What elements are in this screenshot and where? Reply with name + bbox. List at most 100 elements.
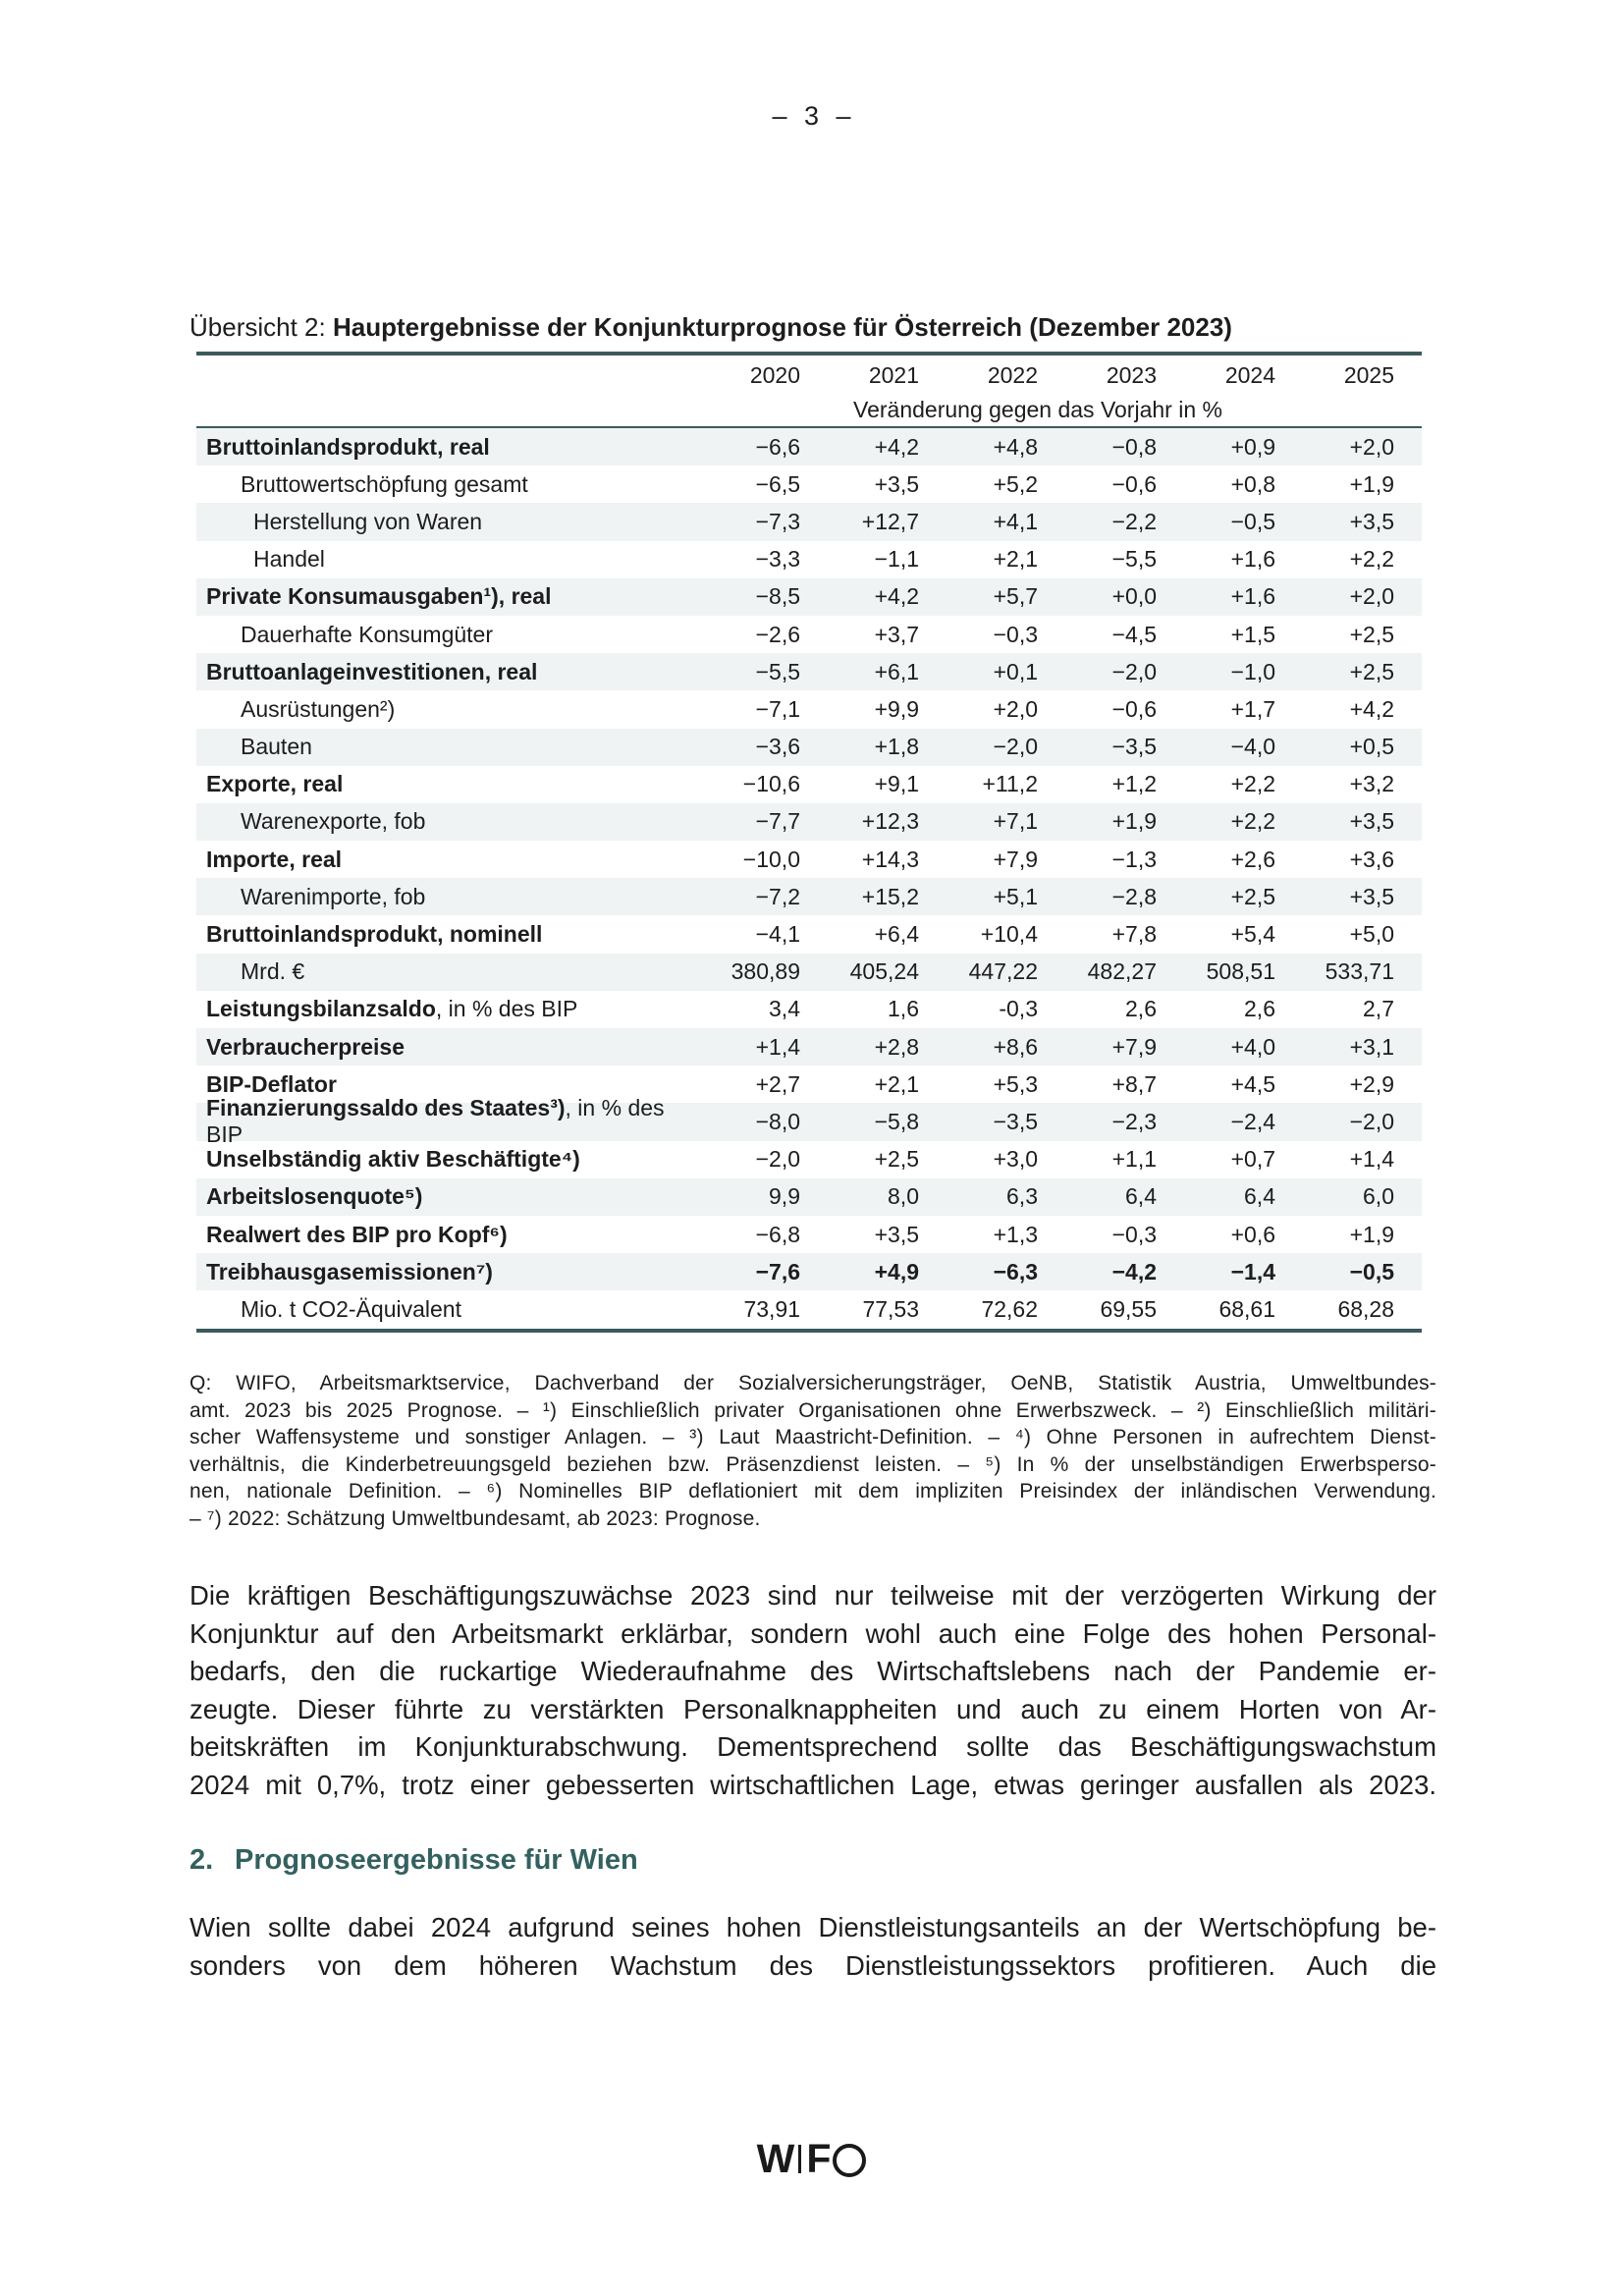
- cell-value: +2,9: [1349, 1070, 1394, 1097]
- row-label: Treibhausgasemissionen⁷): [206, 1258, 493, 1285]
- cell-value: 69,55: [1100, 1295, 1157, 1322]
- text-line: verhältnis, die Kinderbetreuungsgeld bez…: [189, 1452, 1436, 1476]
- cell-value: −5,8: [874, 1108, 919, 1134]
- cell-value: +5,2: [993, 470, 1038, 497]
- cell-value: −7,6: [755, 1258, 800, 1285]
- cell-value: −7,7: [755, 808, 800, 835]
- table-row: Private Konsumausgaben¹), real −8,5 +4,2 +5…: [196, 577, 1422, 616]
- row-label: Bruttoinlandsprodukt, nominell: [206, 921, 543, 948]
- text-line: zeugte. Dieser führte zu verstärkten Per…: [189, 1693, 1436, 1724]
- row-label: Bauten: [241, 734, 312, 760]
- cell-value: +12,3: [861, 808, 919, 835]
- cell-value: +1,4: [755, 1033, 800, 1060]
- cell-value: −6,5: [755, 470, 800, 497]
- cell-value: +12,7: [861, 508, 919, 534]
- cell-value: −10,0: [742, 846, 800, 872]
- cell-value: −4,2: [1111, 1258, 1157, 1285]
- cell-value: +2,0: [1349, 433, 1394, 460]
- table-header-rule: [196, 426, 1422, 428]
- cell-value: +4,2: [874, 583, 919, 610]
- text-line: 2024 mit 0,7%, trotz einer gebesserten w…: [189, 1769, 1436, 1800]
- table-footnote: Q: WIFO, Arbeitsmarktservice, Dachverban…: [189, 1370, 1436, 1532]
- cell-value: −0,5: [1230, 508, 1275, 534]
- cell-value: −2,0: [993, 734, 1038, 760]
- row-label: Finanzierungssaldo des Staates³), in % d…: [206, 1095, 665, 1148]
- cell-value: +2,1: [993, 546, 1038, 573]
- body-paragraph-1: Die kräftigen Beschäftigungszuwächse 202…: [189, 1577, 1436, 1805]
- row-label: Arbeitslosenquote⁵): [206, 1183, 423, 1210]
- cell-value: +10,4: [980, 921, 1038, 948]
- row-label: Dauerhafte Konsumgüter: [241, 621, 493, 647]
- cell-value: +1,9: [1349, 1221, 1394, 1247]
- cell-value: +4,2: [874, 433, 919, 460]
- cell-value: +1,6: [1230, 546, 1275, 573]
- cell-value: +4,2: [1349, 695, 1394, 722]
- table-row: Warenimporte, fob −7,2 +15,2 +5,1 −2,8 +2,5 +3…: [196, 878, 1422, 916]
- cell-value: 380,89: [730, 958, 800, 985]
- cell-value: 9,9: [769, 1183, 800, 1210]
- table-subheader: Veränderung gegen das Vorjahr in %: [853, 397, 1222, 422]
- table-row: Ausrüstungen²) −7,1 +9,9 +2,0 −0,6 +1,7 +4,2: [196, 690, 1422, 728]
- cell-value: 447,22: [968, 958, 1038, 985]
- row-label: Realwert des BIP pro Kopf⁶): [206, 1221, 508, 1247]
- logo-bar: [798, 2145, 802, 2173]
- cell-value: −0,6: [1111, 695, 1157, 722]
- cell-value: −0,3: [1111, 1221, 1157, 1247]
- text-line: Die kräftigen Beschäftigungszuwächse 202…: [189, 1580, 1436, 1611]
- cell-value: +2,2: [1230, 771, 1275, 797]
- cell-value: +2,0: [1349, 583, 1394, 610]
- cell-value: +4,5: [1230, 1070, 1275, 1097]
- row-label: BIP-Deflator: [206, 1070, 337, 1097]
- logo-circle-o: [833, 2143, 867, 2177]
- cell-value: +3,5: [874, 1221, 919, 1247]
- cell-value: +4,0: [1230, 1033, 1275, 1060]
- cell-value: +8,6: [993, 1033, 1038, 1060]
- row-label: Leistungsbilanzsaldo, in % des BIP: [206, 996, 578, 1022]
- cell-value: 73,91: [743, 1295, 800, 1322]
- forecast-table: 2020 2021 2022 2023 2024 2025 Veränderun…: [196, 352, 1422, 1333]
- cell-value: +7,1: [993, 808, 1038, 835]
- row-label: Unselbständig aktiv Beschäftigte⁴): [206, 1146, 580, 1173]
- row-label: Ausrüstungen²): [241, 695, 396, 722]
- table-row: Handel −3,3 −1,1 +2,1 −5,5 +1,6 +2,2: [196, 541, 1422, 578]
- table-row: Verbraucherpreise +1,4 +2,8 +8,6 +7,9 +4,0 +3,…: [196, 1028, 1422, 1066]
- cell-value: +15,2: [861, 883, 919, 909]
- table-row: Unselbständig aktiv Beschäftigte⁴) −2,0 +2…: [196, 1141, 1422, 1178]
- cell-value: +1,6: [1230, 583, 1275, 610]
- cell-value: +1,9: [1349, 470, 1394, 497]
- text-line: scher Waffensysteme und sonstiger Anlage…: [189, 1426, 1436, 1449]
- cell-value: +6,1: [874, 658, 919, 684]
- cell-value: +3,6: [1349, 846, 1394, 872]
- table-top-rule: [196, 352, 1422, 355]
- cell-value: +7,9: [1111, 1033, 1157, 1060]
- cell-value: +0,0: [1111, 583, 1157, 610]
- cell-value: +5,4: [1230, 921, 1275, 948]
- table-row: Arbeitslosenquote⁵) 9,9 8,0 6,3 6,4 6,4 6,0: [196, 1177, 1422, 1216]
- cell-value: −5,5: [1111, 546, 1157, 573]
- table-row: Bruttoanlageinvestitionen, real −5,5 +6,1 +…: [196, 653, 1422, 691]
- page-number: – 3 –: [772, 101, 851, 131]
- cell-value: −2,6: [755, 621, 800, 647]
- cell-value: 6,0: [1363, 1183, 1394, 1210]
- row-label: Herstellung von Waren: [253, 508, 483, 534]
- cell-value: +3,5: [1349, 808, 1394, 835]
- text-line: beitskräften im Konjunkturabschwung. Dem…: [189, 1731, 1436, 1763]
- cell-value: +5,3: [993, 1070, 1038, 1097]
- cell-value: +1,1: [1111, 1146, 1157, 1173]
- cell-value: +2,0: [993, 695, 1038, 722]
- cell-value: +1,9: [1111, 808, 1157, 835]
- cell-value: −2,3: [1111, 1108, 1157, 1134]
- row-label: Warenimporte, fob: [241, 883, 426, 909]
- cell-value: −4,1: [755, 921, 800, 948]
- cell-value: +4,1: [993, 508, 1038, 534]
- cell-value: −2,4: [1230, 1108, 1275, 1134]
- row-label: Mio. t CO2-Äquivalent: [241, 1295, 461, 1322]
- cell-value: +2,2: [1349, 546, 1394, 573]
- cell-value: +7,9: [993, 846, 1038, 872]
- table-row: Mio. t CO2-Äquivalent 73,91 77,53 72,62 69,5…: [196, 1290, 1422, 1328]
- table-row: Leistungsbilanzsaldo, in % des BIP 3,4 1,6…: [196, 991, 1422, 1028]
- cell-value: 3,4: [769, 996, 800, 1022]
- cell-value: +0,8: [1230, 470, 1275, 497]
- cell-value: +2,6: [1230, 846, 1275, 872]
